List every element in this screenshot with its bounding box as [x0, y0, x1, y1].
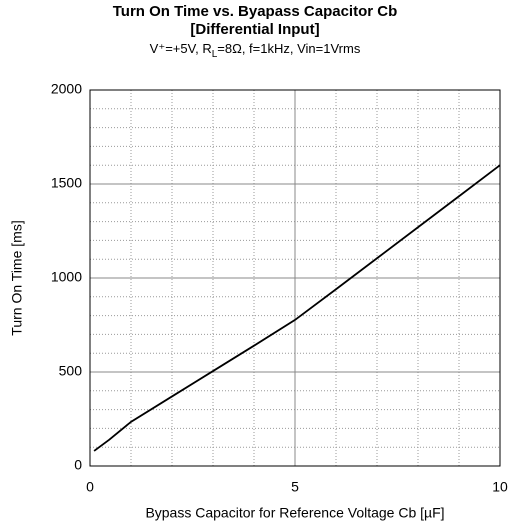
x-axis-label: Bypass Capacitor for Reference Voltage C…	[145, 505, 444, 521]
chart-subtitle: V⁺=+5V, RL=8Ω, f=1kHz, Vin=1Vrms	[150, 41, 361, 59]
data-line	[93, 164, 501, 452]
subtitle-part: =8Ω, f=1kHz, Vin=1Vrms	[217, 41, 361, 56]
chart-title: [Differential Input]	[190, 21, 319, 38]
y-tick-label: 500	[59, 363, 83, 379]
y-axis-label: Turn On Time [ms]	[9, 220, 25, 335]
y-tick-label: 2000	[51, 81, 82, 97]
y-tick-label: 1500	[51, 175, 82, 191]
x-tick-label: 10	[492, 479, 508, 495]
x-tick-label: 5	[291, 479, 299, 495]
y-tick-label: 1000	[51, 269, 82, 285]
subtitle-part: L	[212, 49, 218, 60]
subtitle-part: V⁺=+5V, R	[150, 41, 212, 56]
x-tick-label: 0	[86, 479, 94, 495]
chart-title: Turn On Time vs. Byapass Capacitor Cb	[113, 3, 398, 20]
plot-border	[89, 89, 501, 467]
y-tick-label: 0	[74, 457, 82, 473]
